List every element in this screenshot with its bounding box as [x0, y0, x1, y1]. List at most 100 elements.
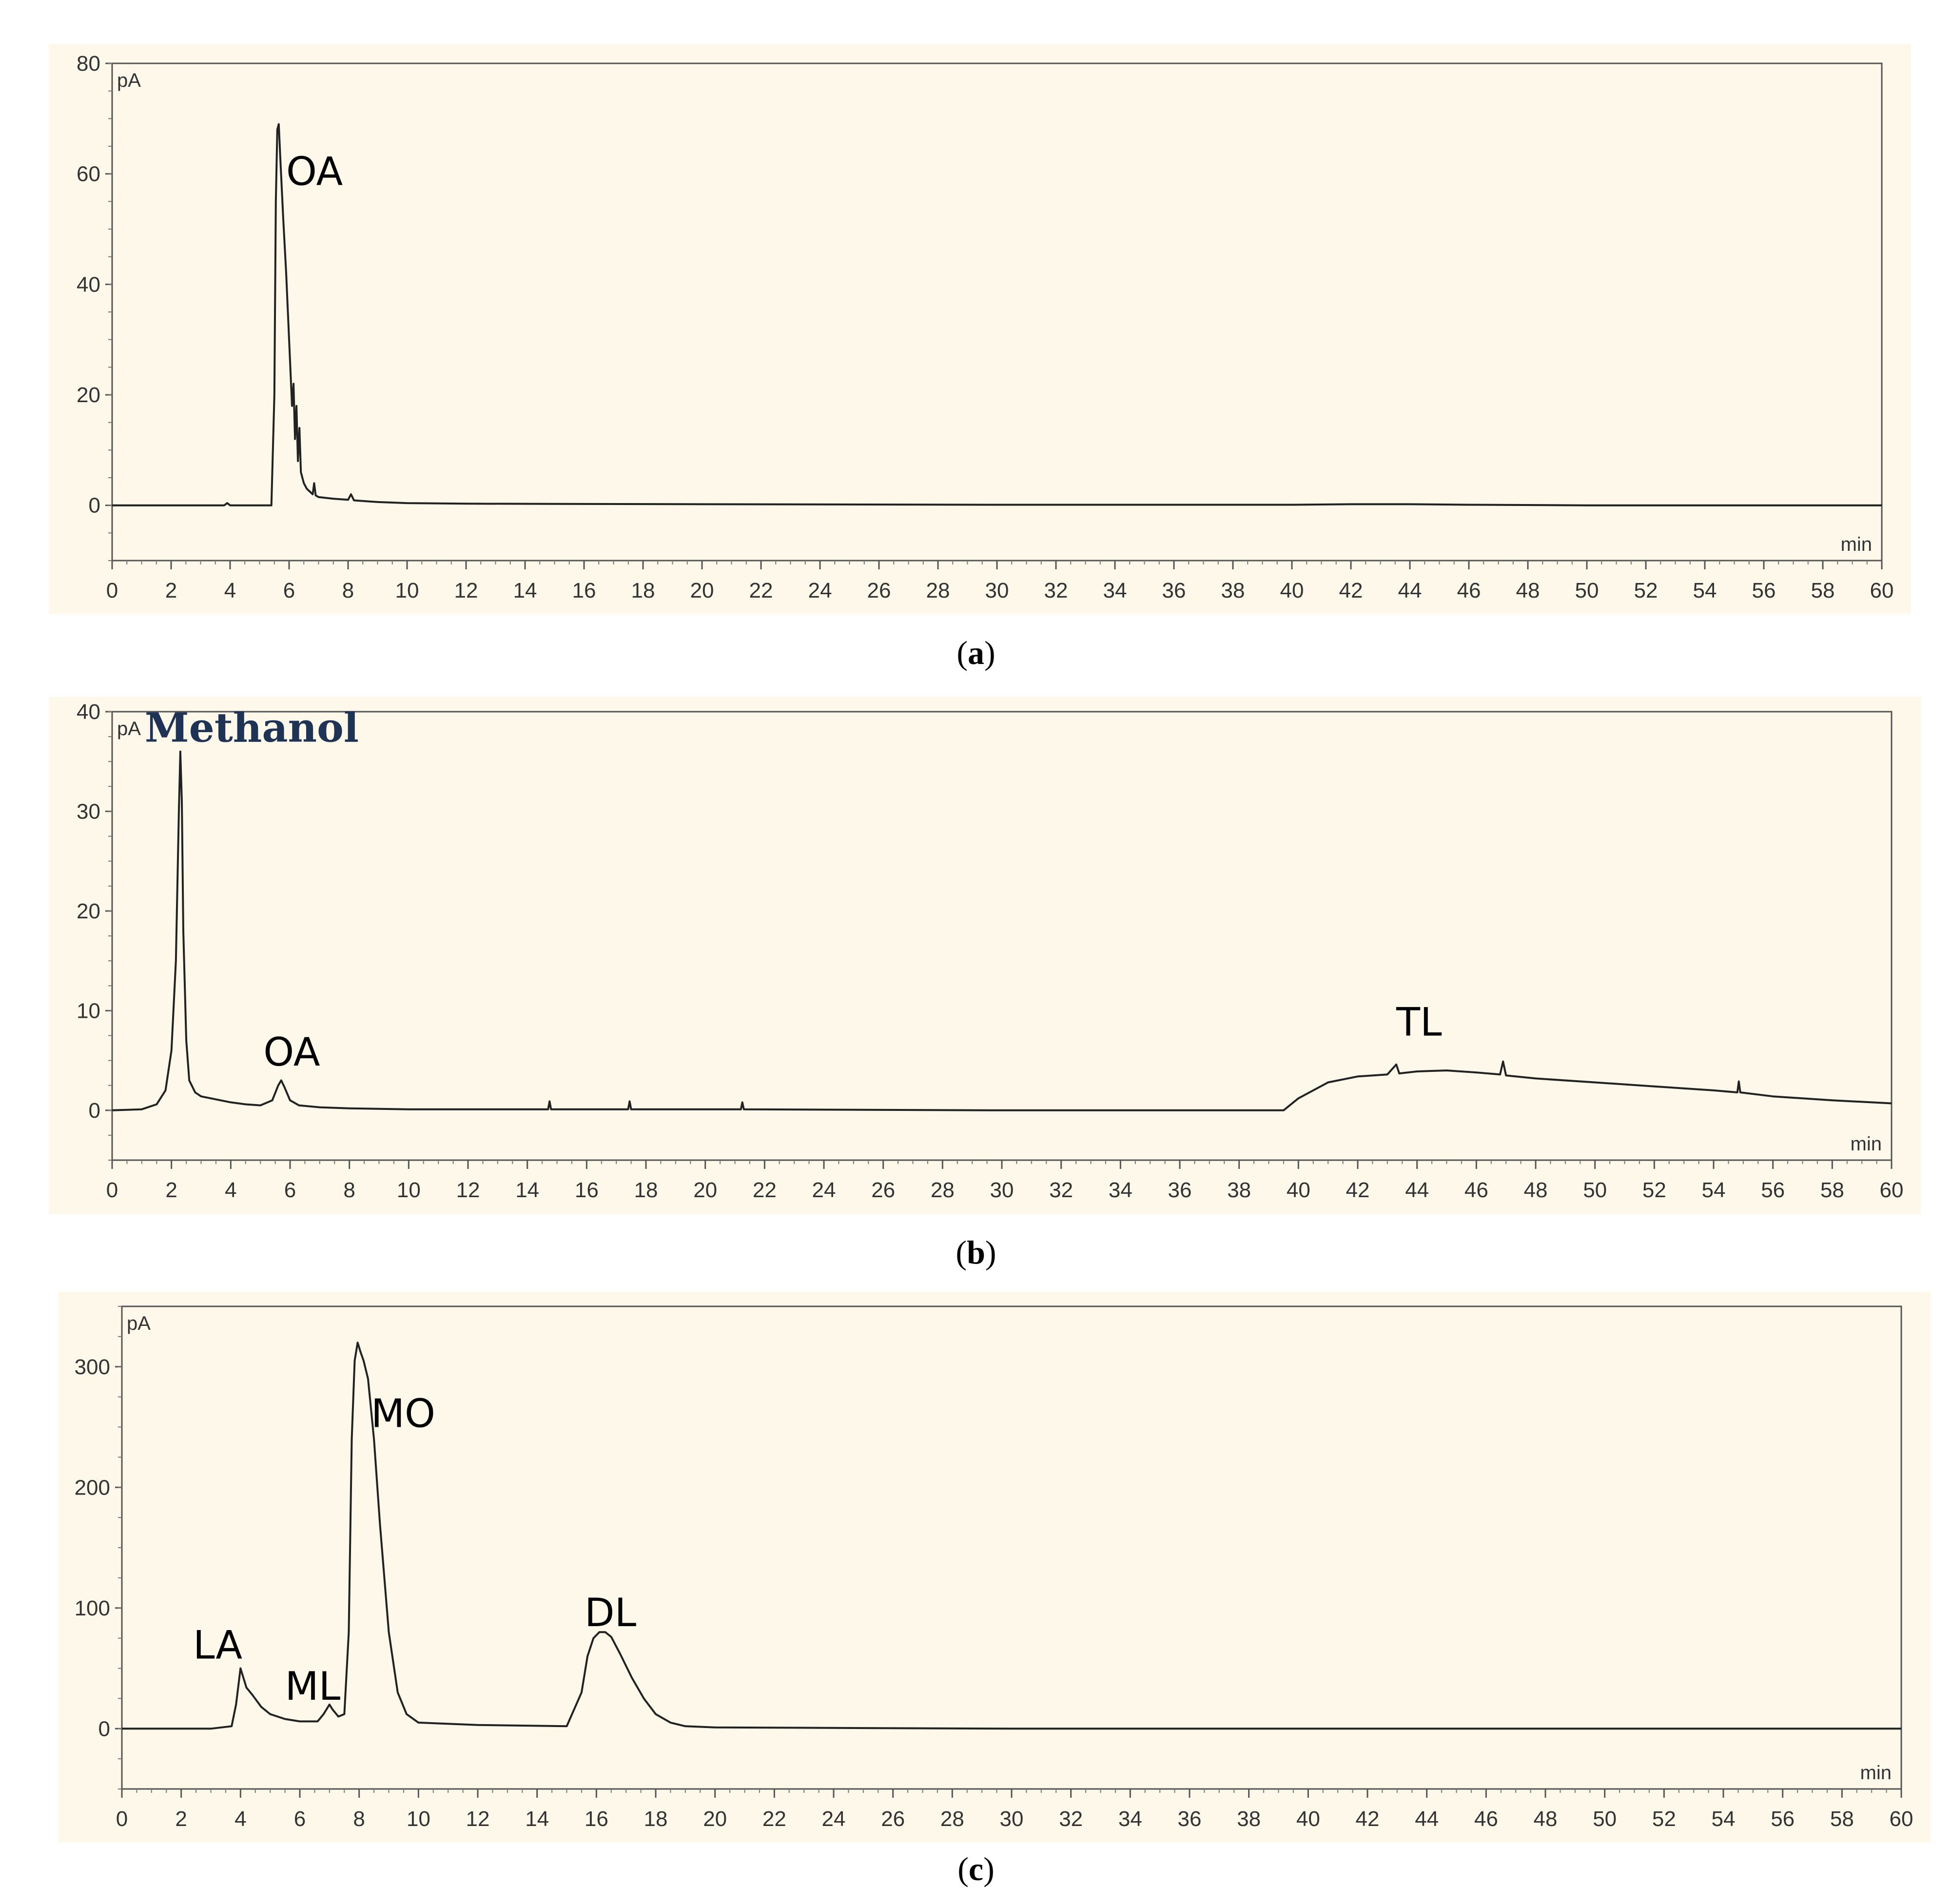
x-tick-label: 12	[456, 1178, 480, 1202]
peak-label: TL	[1396, 999, 1442, 1045]
x-tick-label: 30	[990, 1178, 1014, 1202]
caption-a-open: (	[956, 634, 968, 671]
y-tick-label: 100	[75, 1596, 110, 1620]
x-tick-label: 50	[1575, 579, 1599, 602]
y-tick-label: 200	[75, 1476, 110, 1499]
x-tick-label: 44	[1405, 1178, 1429, 1202]
y-unit-label: pA	[127, 1313, 151, 1334]
caption-c-open: (	[957, 1850, 969, 1887]
peak-label: OA	[286, 149, 343, 194]
y-tick-label: 0	[89, 1099, 100, 1123]
x-tick-label: 32	[1059, 1807, 1083, 1831]
x-tick-label: 12	[454, 579, 478, 602]
x-tick-label: 44	[1398, 579, 1422, 602]
y-tick-label: 80	[77, 52, 100, 76]
x-tick-label: 40	[1280, 579, 1304, 602]
x-tick-label: 42	[1339, 579, 1363, 602]
plot-frame	[111, 62, 1883, 562]
x-tick-label: 6	[284, 1178, 296, 1202]
x-tick-label: 50	[1583, 1178, 1607, 1202]
peak-label: DL	[585, 1590, 637, 1635]
x-tick-label: 34	[1118, 1807, 1142, 1831]
x-tick-label: 18	[634, 1178, 658, 1202]
x-tick-label: 36	[1168, 1178, 1192, 1202]
x-tick-label: 26	[881, 1807, 905, 1831]
y-tick-label: 40	[77, 700, 100, 724]
x-tick-label: 58	[1830, 1807, 1854, 1831]
x-tick-label: 4	[234, 1807, 246, 1831]
y-tick-label: 0	[89, 494, 100, 518]
y-tick-label: 20	[77, 899, 100, 923]
x-tick-label: 30	[1000, 1807, 1024, 1831]
x-tick-label: 16	[572, 579, 596, 602]
x-tick-label: 12	[466, 1807, 490, 1831]
x-tick-label: 20	[690, 579, 714, 602]
x-tick-label: 2	[165, 579, 177, 602]
y-tick-label: 40	[77, 272, 100, 296]
x-tick-label: 10	[395, 579, 419, 602]
x-unit-label: min	[1851, 1133, 1882, 1155]
x-tick-label: 56	[1771, 1807, 1795, 1831]
x-tick-label: 36	[1162, 579, 1186, 602]
x-tick-label: 52	[1652, 1807, 1676, 1831]
x-tick-label: 16	[585, 1807, 608, 1831]
x-tick-label: 30	[985, 579, 1009, 602]
peak-label: Methanol	[145, 704, 359, 751]
caption-c: (c)	[0, 1850, 1952, 1888]
chromatogram-trace	[112, 750, 1892, 1111]
x-tick-label: 22	[753, 1178, 777, 1202]
x-tick-label: 8	[353, 1807, 365, 1831]
caption-c-close: )	[983, 1850, 995, 1887]
chromatogram-panel-a: 0 20 40 60 80 0 2 4 6 8 10 12 14 16 18 20 22 24 26 28 30 32 34…	[39, 44, 1911, 614]
caption-a: (a)	[0, 634, 1952, 672]
y-tick-label: 60	[77, 162, 100, 186]
x-tick-label: 52	[1642, 1178, 1666, 1202]
x-tick-label: 46	[1457, 579, 1481, 602]
chromatogram-trace	[122, 1341, 1901, 1730]
caption-a-letter: a	[968, 634, 984, 671]
x-tick-label: 58	[1811, 579, 1835, 602]
x-tick-label: 38	[1221, 579, 1245, 602]
x-tick-label: 2	[175, 1807, 187, 1831]
x-tick-label: 4	[225, 1178, 236, 1202]
x-tick-label: 8	[343, 1178, 355, 1202]
x-tick-label: 0	[106, 1178, 118, 1202]
x-tick-label: 48	[1516, 579, 1540, 602]
x-tick-label: 2	[165, 1178, 177, 1202]
x-tick-label: 42	[1356, 1807, 1380, 1831]
x-tick-label: 0	[106, 579, 118, 602]
x-tick-label: 14	[515, 1178, 539, 1202]
x-tick-label: 22	[762, 1807, 786, 1831]
x-tick-label: 24	[822, 1807, 846, 1831]
plot-frame	[111, 711, 1893, 1161]
x-tick-label: 54	[1702, 1178, 1726, 1202]
x-tick-label: 60	[1870, 579, 1894, 602]
x-tick-label: 36	[1178, 1807, 1202, 1831]
x-tick-label: 20	[693, 1178, 717, 1202]
x-tick-label: 18	[644, 1807, 668, 1831]
x-tick-label: 48	[1534, 1807, 1558, 1831]
caption-c-letter: c	[968, 1850, 984, 1887]
x-tick-label: 8	[342, 579, 354, 602]
y-tick-label: 0	[98, 1717, 110, 1741]
y-unit-label: pA	[117, 718, 141, 739]
x-tick-label: 24	[812, 1178, 836, 1202]
x-tick-label: 58	[1820, 1178, 1844, 1202]
x-tick-label: 6	[283, 579, 295, 602]
y-tick-label: 300	[75, 1355, 110, 1379]
x-tick-label: 54	[1712, 1807, 1736, 1831]
x-tick-label: 28	[940, 1807, 964, 1831]
peak-label: LA	[193, 1623, 242, 1668]
x-tick-label: 38	[1227, 1178, 1251, 1202]
x-tick-label: 60	[1880, 1178, 1904, 1202]
caption-b: (b)	[0, 1233, 1952, 1272]
x-tick-label: 48	[1524, 1178, 1548, 1202]
x-tick-label: 34	[1103, 579, 1127, 602]
x-tick-label: 16	[575, 1178, 599, 1202]
caption-a-close: )	[984, 634, 996, 671]
x-tick-label: 44	[1415, 1807, 1439, 1831]
y-tick-label: 30	[77, 799, 100, 823]
x-tick-label: 14	[525, 1807, 549, 1831]
